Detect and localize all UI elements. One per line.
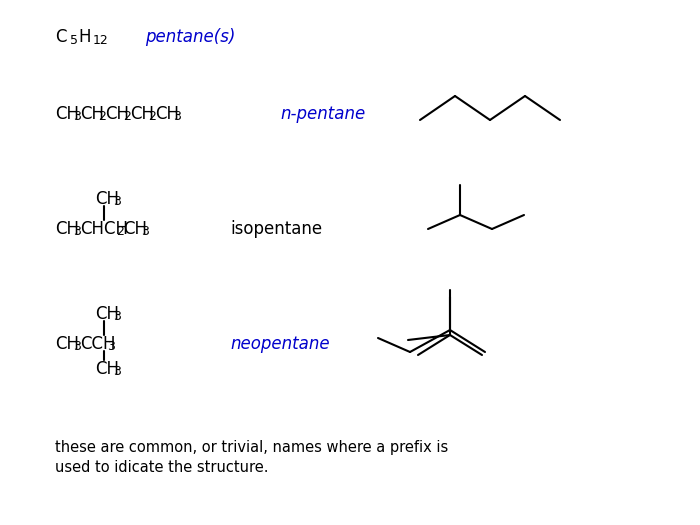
Text: used to idicate the structure.: used to idicate the structure. <box>55 460 269 475</box>
Text: 12: 12 <box>93 34 108 47</box>
Text: neopentane: neopentane <box>230 335 330 353</box>
Text: CH: CH <box>55 105 79 123</box>
Text: CH: CH <box>95 305 119 323</box>
Text: isopentane: isopentane <box>230 220 322 238</box>
Text: CHCH: CHCH <box>80 220 128 238</box>
Text: 3: 3 <box>173 110 181 123</box>
Text: 3: 3 <box>113 310 121 323</box>
Text: n-pentane: n-pentane <box>280 105 365 123</box>
Text: CH: CH <box>155 105 179 123</box>
Text: 2: 2 <box>116 225 124 238</box>
Text: 3: 3 <box>73 110 81 123</box>
Text: 2: 2 <box>123 110 131 123</box>
Text: CH: CH <box>55 335 79 353</box>
Text: 3: 3 <box>73 225 81 238</box>
Text: 3: 3 <box>141 225 149 238</box>
Text: CH: CH <box>95 190 119 208</box>
Text: CH: CH <box>80 105 104 123</box>
Text: 2: 2 <box>98 110 106 123</box>
Text: H: H <box>78 28 90 46</box>
Text: CH: CH <box>130 105 154 123</box>
Text: 3: 3 <box>73 340 81 353</box>
Text: 3: 3 <box>107 340 115 353</box>
Text: CH: CH <box>123 220 147 238</box>
Text: CH: CH <box>55 220 79 238</box>
Text: CH: CH <box>95 360 119 378</box>
Text: pentane(s): pentane(s) <box>145 28 235 46</box>
Text: 5: 5 <box>70 34 78 47</box>
Text: 3: 3 <box>113 365 121 378</box>
Text: 3: 3 <box>113 195 121 208</box>
Text: C: C <box>55 28 66 46</box>
Text: these are common, or trivial, names where a prefix is: these are common, or trivial, names wher… <box>55 440 448 455</box>
Text: CH: CH <box>105 105 129 123</box>
Text: 2: 2 <box>148 110 156 123</box>
Text: CCH: CCH <box>80 335 116 353</box>
